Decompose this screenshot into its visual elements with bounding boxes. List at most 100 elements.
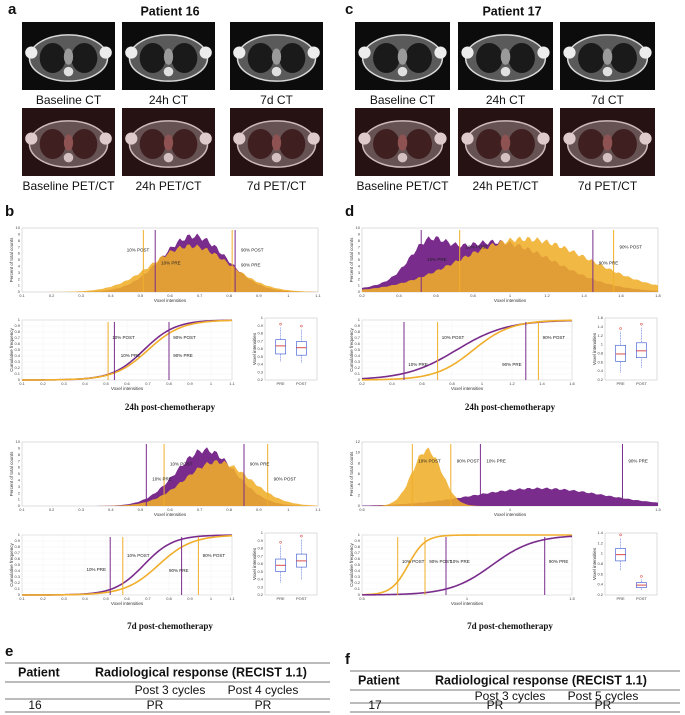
x-tick-label: 0.3 [78,507,84,512]
y-tick-label: 0.6 [14,341,20,346]
percentile-label: 90% POST [543,335,566,340]
y-tick-label: 0.2 [257,377,263,382]
shoulder [199,132,212,145]
x-tick-label: 0.3 [61,381,67,386]
lung [610,43,637,73]
y-tick-label: 0.8 [14,544,20,549]
percentile-label: 10% PRE [121,353,141,358]
spine [602,152,613,163]
histogram-area [362,236,658,292]
shoulder [25,132,38,145]
box-category: PRE [616,596,625,601]
x-tick-label: 0.5 [138,293,144,298]
y-tick-label: 4 [358,263,361,268]
lung [71,129,98,159]
y-tick-label: 0.4 [257,362,263,367]
mediastinum [63,48,74,65]
y-tick-label: 0.4 [597,368,603,373]
shoulder [639,46,652,59]
shoulder [99,132,112,145]
lung [71,43,98,73]
outlier [619,533,622,537]
x-tick-label: 0.6 [167,293,173,298]
box [615,344,626,362]
plot-frame [604,317,658,381]
y-tick-label: 5 [18,257,21,262]
y-tick-label: 0.7 [354,550,360,555]
y-tick-label: 0.6 [597,571,603,576]
image-label: Baseline CT [36,93,102,107]
y-tick-label: 0 [358,503,361,508]
lung [405,43,432,73]
spine [63,152,74,163]
y-tick-label: 0.4 [257,577,263,582]
shoulder [99,46,112,59]
x-tick-label: 0.9 [187,596,193,601]
x-tick-label: 0.9 [187,381,193,386]
panel-title: Patient 16 [140,4,199,18]
y-tick-label: 6 [358,471,361,476]
lung [247,129,274,159]
image-label: 7d PET/CT [578,179,638,193]
spine [397,152,408,163]
timepoint-caption: 24h post-chemotherapy [125,402,216,412]
x-tick-label: 1.1 [315,507,321,512]
panel-letter: b [5,203,14,220]
y-tick-label: 9 [18,231,21,236]
percentile-label: 90% POST [429,559,452,564]
x-tick-label: 0.8 [166,381,172,386]
y-tick-label: 0.7 [257,553,263,558]
histogram-area [22,244,318,292]
image-label: 7d PET/CT [247,179,307,193]
y-tick-label: 4 [18,477,21,482]
x-tick-label: 0.8 [470,293,476,298]
x-tick-label: 0.2 [359,293,365,298]
y-tick-label: 1 [18,497,21,502]
mediastinum [602,134,613,151]
x-axis-label: Voxel intensities [451,386,484,391]
panel-title: Patient 17 [482,4,541,18]
lung [139,43,166,73]
y-tick-label: 0.6 [354,556,360,561]
timepoint-caption: 7d post-chemotherapy [127,621,213,631]
shoulder [434,46,447,59]
y-tick-label: 0.4 [354,353,360,358]
y-tick-label: 5 [358,257,361,262]
spine [63,66,74,77]
box [275,339,286,355]
y-tick-label: 3 [358,270,361,275]
y-axis-label: Percent of total counts [9,451,14,497]
x-tick-label: 0.1 [19,293,25,298]
pet-overlay [230,108,323,176]
y-tick-label: 0.8 [354,329,360,334]
panel-letter: a [8,1,17,18]
outlier [279,322,282,326]
plot-frame [604,532,658,596]
x-axis-label: Voxel intensities [154,512,187,517]
percentile-label: 90% POST [241,248,264,253]
y-tick-label: 0.9 [354,323,360,328]
percentile-label: 10% POST [466,244,489,249]
y-tick-label: 1 [601,551,604,556]
mediastinum [500,48,511,65]
y-tick-label: 0.8 [257,331,263,336]
spine [271,66,282,77]
y-tick-label: 10 [356,450,361,455]
image-label: Baseline PET/CT [22,179,115,193]
percentile-label: 10% POST [418,458,441,463]
y-tick-label: 0.9 [257,323,263,328]
shoulder [358,46,371,59]
lung [373,43,400,73]
y-tick-label: 6 [358,251,361,256]
shoulder [537,132,550,145]
y-tick-label: 0.8 [257,546,263,551]
percentile-label: 90% PRE [628,458,648,463]
lung [279,129,306,159]
y-tick-label: 0.3 [354,574,360,579]
y-tick-label: 1.4 [597,530,603,535]
mediastinum [271,48,282,65]
mediastinum [163,48,174,65]
y-tick-label: 0.6 [597,359,603,364]
